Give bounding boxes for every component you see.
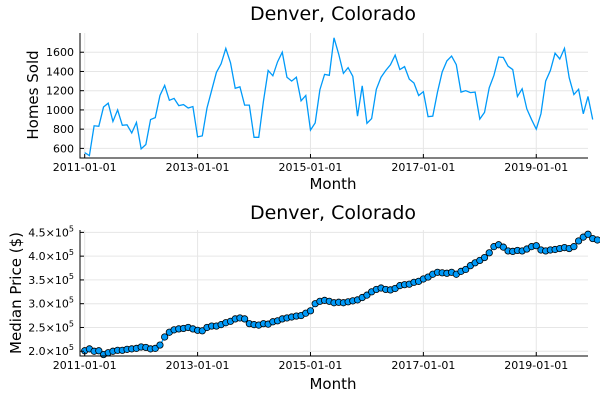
x-axis-ticks: 2011-01-01 2013-01-01 2015-01-01 2017-01-01… <box>53 154 568 174</box>
data-point <box>306 307 315 315</box>
gridlines <box>80 230 588 356</box>
y-tick-label: 4.5×105 <box>28 224 74 239</box>
y-tick-label: 600 <box>53 142 74 155</box>
y-tick-label: 1400 <box>46 65 74 78</box>
data-point <box>95 347 103 355</box>
x-tick-label: 2019-01-01 <box>504 359 568 372</box>
x-tick-label: 2019-01-01 <box>504 161 568 174</box>
data-point <box>462 265 470 274</box>
axis-frame <box>79 33 588 159</box>
data-point <box>532 242 540 250</box>
x-tick-label: 2017-01-01 <box>391 359 455 372</box>
homes-sold-panel: Denver, Colorado 6008001000120014001600 … <box>24 3 594 193</box>
x-tick-label: 2015-01-01 <box>279 359 343 372</box>
data-point <box>499 243 507 251</box>
chart-title: Denver, Colorado <box>250 202 416 224</box>
x-tick-label: 2015-01-01 <box>279 161 343 174</box>
x-tick-label: 2011-01-01 <box>53 161 117 174</box>
data-point <box>161 333 169 341</box>
y-axis-ticks: 2.0×105 2.5×105 3.0×105 3.5×105 4.0×105 4.5×1… <box>28 224 84 358</box>
x-tick-label: 2013-01-01 <box>166 161 230 174</box>
data-point <box>570 243 578 251</box>
y-tick-label: 1000 <box>46 104 74 117</box>
x-axis-ticks: 2011-01-01 2013-01-01 2015-01-01 2017-01-01… <box>53 352 568 372</box>
data-point <box>241 315 249 323</box>
chart-title: Denver, Colorado <box>250 3 416 25</box>
data-point <box>584 230 592 238</box>
x-axis-label: Month <box>309 175 356 193</box>
series-points <box>81 230 600 359</box>
median-price-panel: Denver, Colorado 2.0×105 2.5×105 3.0×105 3.… <box>7 202 600 393</box>
x-tick-label: 2013-01-01 <box>166 359 230 372</box>
axis-frame <box>79 230 588 357</box>
data-point <box>480 253 489 262</box>
data-point <box>156 341 164 349</box>
y-tick-label: 3.0×105 <box>28 296 74 311</box>
x-tick-label: 2017-01-01 <box>391 161 455 174</box>
data-point <box>485 249 493 257</box>
data-point <box>574 237 583 245</box>
y-axis-label: Homes Sold <box>24 50 42 139</box>
x-tick-label: 2011-01-01 <box>53 359 117 372</box>
y-tick-label: 1200 <box>46 85 74 98</box>
y-axis-label: Median Price ($) <box>7 232 25 354</box>
y-tick-label: 800 <box>53 123 74 136</box>
series-line <box>84 37 594 157</box>
y-tick-label: 2.5×105 <box>28 319 74 334</box>
y-tick-label: 2.0×105 <box>28 343 74 358</box>
y-tick-label: 1600 <box>46 46 74 59</box>
y-axis-ticks: 600 800 1000 1200 1400 1600 <box>46 46 84 155</box>
data-point <box>593 236 600 244</box>
y-tick-label: 4.0×105 <box>28 248 74 263</box>
gridlines <box>80 33 588 158</box>
x-axis-label: Month <box>309 375 356 393</box>
y-tick-label: 3.5×105 <box>28 272 74 287</box>
